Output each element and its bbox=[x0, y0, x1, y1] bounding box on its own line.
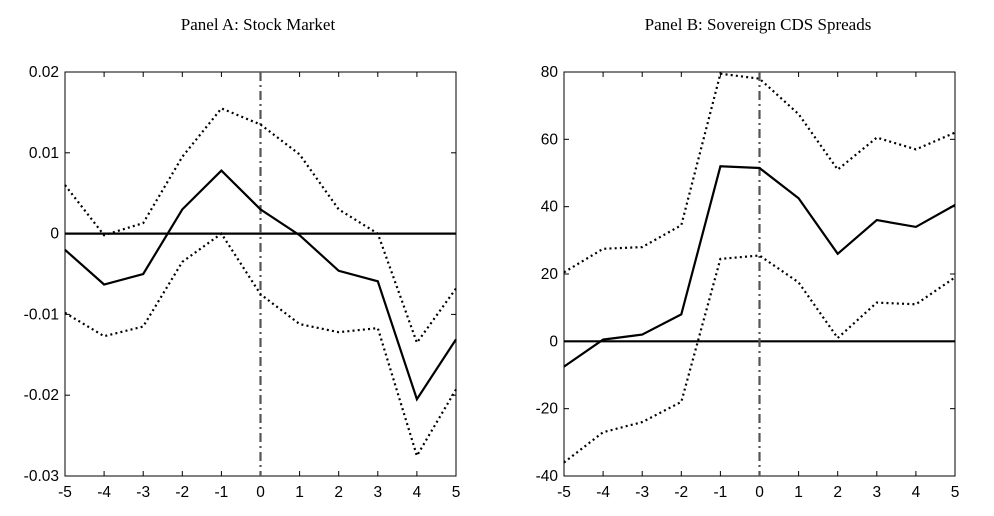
x-tick-label: -2 bbox=[674, 484, 688, 501]
x-tick-label: 1 bbox=[794, 484, 803, 501]
y-tick-label: 0 bbox=[549, 333, 558, 350]
panel-title: Panel B: Sovereign CDS Spreads bbox=[645, 15, 872, 34]
x-tick-label: -3 bbox=[635, 484, 649, 501]
panel-sovereign-cds-spreads: Panel B: Sovereign CDS Spreads -5 -4 -3 -2 -… bbox=[536, 15, 960, 501]
y-tick-label: 80 bbox=[541, 64, 559, 81]
y-tick-label: 40 bbox=[541, 199, 559, 216]
x-tick-label: -2 bbox=[175, 484, 189, 501]
x-tick-label: 0 bbox=[256, 484, 265, 501]
y-tick-label: -0.02 bbox=[24, 387, 59, 404]
series-line-lower bbox=[64, 232, 457, 459]
x-tick-label: 5 bbox=[951, 484, 960, 501]
series-line-estimate bbox=[563, 165, 956, 368]
series-line-estimate bbox=[64, 169, 457, 402]
x-tick-label: -4 bbox=[97, 484, 111, 501]
x-tick-label: 3 bbox=[373, 484, 382, 501]
x-tick-label: -3 bbox=[136, 484, 150, 501]
y-tick-label: 0 bbox=[50, 226, 59, 243]
x-tick-label: 2 bbox=[334, 484, 343, 501]
y-tick-label: -0.01 bbox=[24, 306, 59, 323]
y-tick-label: -0.03 bbox=[24, 468, 59, 485]
x-tick-label: 3 bbox=[872, 484, 881, 501]
y-tick-label: 0.02 bbox=[29, 64, 59, 81]
y-tick-label: -40 bbox=[536, 468, 559, 485]
y-tick-label: 60 bbox=[541, 131, 559, 148]
x-tick-label: -5 bbox=[557, 484, 571, 501]
y-tick-label: -20 bbox=[536, 401, 559, 418]
x-tick-label: -1 bbox=[714, 484, 728, 501]
x-tick-label: 0 bbox=[755, 484, 764, 501]
x-tick-label: -5 bbox=[58, 484, 72, 501]
x-tick-label: 4 bbox=[413, 484, 422, 501]
y-tick-label: 20 bbox=[541, 266, 559, 283]
x-tick-label: 1 bbox=[295, 484, 304, 501]
x-tick-label: 5 bbox=[452, 484, 461, 501]
panel-title: Panel A: Stock Market bbox=[181, 15, 336, 34]
series-line-upper bbox=[563, 72, 956, 274]
panel-stock-market: Panel A: Stock Market -5 -4 -3 -2 -1 0 1 2 3 4 5 -0… bbox=[24, 15, 461, 501]
y-tick-label: 0.01 bbox=[29, 145, 59, 162]
x-tick-label: -4 bbox=[596, 484, 610, 501]
x-tick-label: -1 bbox=[215, 484, 229, 501]
x-tick-label: 2 bbox=[833, 484, 842, 501]
x-tick-label: 4 bbox=[912, 484, 921, 501]
